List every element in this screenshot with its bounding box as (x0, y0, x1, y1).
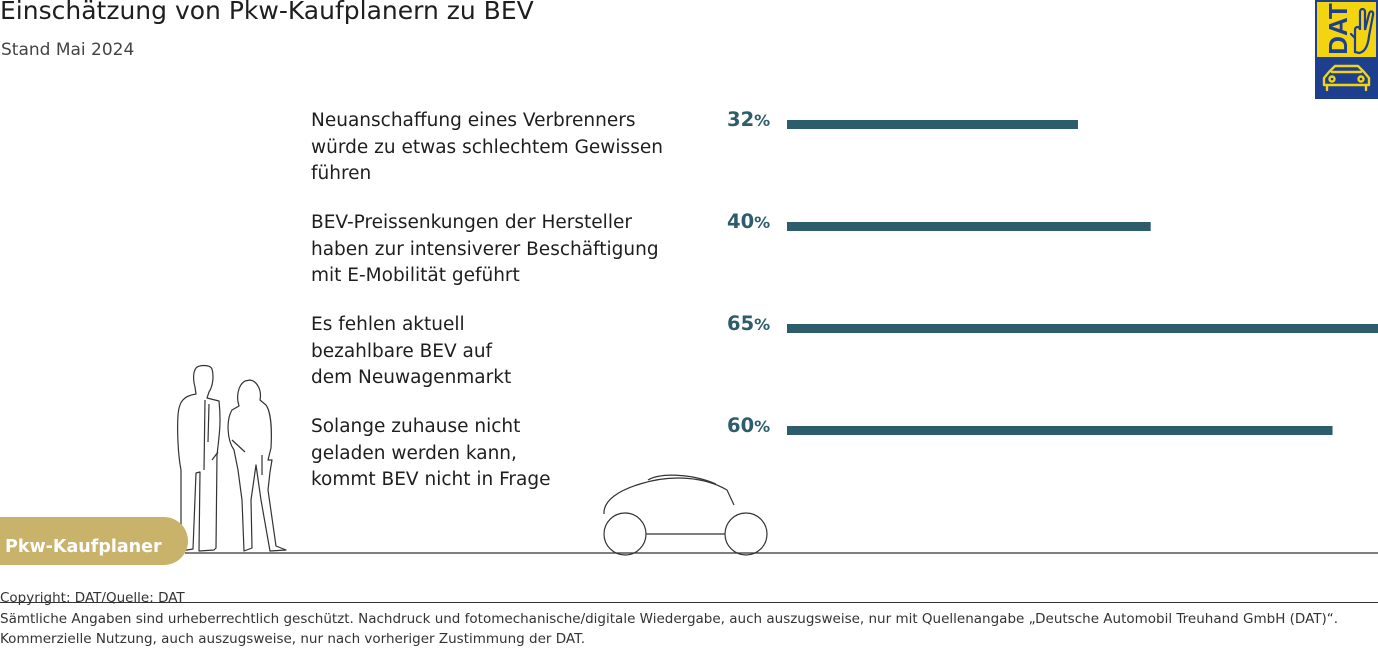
category-label-line: BEV-Preissenkungen der Hersteller (311, 212, 632, 233)
bar (787, 324, 1378, 333)
category-label: Solange zuhause nicht geladen werden kann… (311, 414, 691, 494)
value-number: 60 (727, 414, 755, 437)
value-label: 32% (727, 108, 777, 131)
category-label-line: geladen werden kann, (311, 442, 517, 464)
value-unit: % (754, 213, 771, 232)
category-label-line: dem Neuwagenmarkt (311, 367, 512, 388)
value-label: 40% (727, 210, 777, 233)
pkw-kaufplaner-badge (0, 517, 188, 565)
value-number: 32 (727, 108, 755, 131)
category-label-line: Es fehlen aktuell (311, 314, 465, 335)
category-label-line: mit E-Mobilität geführt (311, 265, 520, 286)
category-label-line: würde zu etwas schlechtem Gewissen (311, 136, 663, 158)
value-label: 60% (727, 414, 777, 437)
category-label-line: führen (311, 163, 372, 184)
category-label: Es fehlen aktuell bezahlbare BEV auf dem N… (311, 312, 691, 392)
value-label: 65% (727, 312, 777, 335)
category-label: BEV-Preissenkungen der Hersteller haben z… (311, 210, 691, 290)
footer-divider (0, 602, 1378, 603)
category-label-line: Neuanschaffung eines Verbrenners (311, 110, 636, 131)
value-number: 65 (727, 312, 755, 335)
footer-copyright: Copyright: DAT/Quelle: DAT (0, 590, 185, 606)
category-label-line: Solange zuhause nicht (311, 416, 521, 437)
badge-label: Pkw-Kaufplaner (5, 537, 162, 557)
footer-disclaimer: Sämtliche Angaben sind urheberrechtlich … (0, 611, 1339, 627)
hand-icon (1349, 7, 1375, 55)
value-number: 40 (727, 210, 755, 233)
bar (787, 426, 1333, 435)
category-label-line: haben zur intensiverer Beschäftigung (311, 238, 659, 260)
value-unit: % (754, 315, 771, 334)
footer-usage-note: Kommerzielle Nutzung, auch auszugsweise,… (0, 631, 586, 647)
dat-logo: DAT (1315, 0, 1378, 99)
category-label-line: kommt BEV nicht in Frage (311, 469, 551, 490)
chart-title: Einschätzung von Pkw-Kaufplanern zu BEV (0, 0, 534, 25)
value-unit: % (754, 417, 771, 436)
bar (787, 222, 1151, 231)
svg-text:DAT: DAT (1323, 3, 1353, 55)
car-icon (1322, 64, 1371, 92)
value-unit: % (754, 111, 771, 130)
bar (787, 120, 1078, 129)
category-label-line: bezahlbare BEV auf (311, 340, 493, 362)
category-label: Neuanschaffung eines Verbrenners würde zu… (311, 108, 691, 188)
chart-subtitle: Stand Mai 2024 (1, 40, 135, 60)
